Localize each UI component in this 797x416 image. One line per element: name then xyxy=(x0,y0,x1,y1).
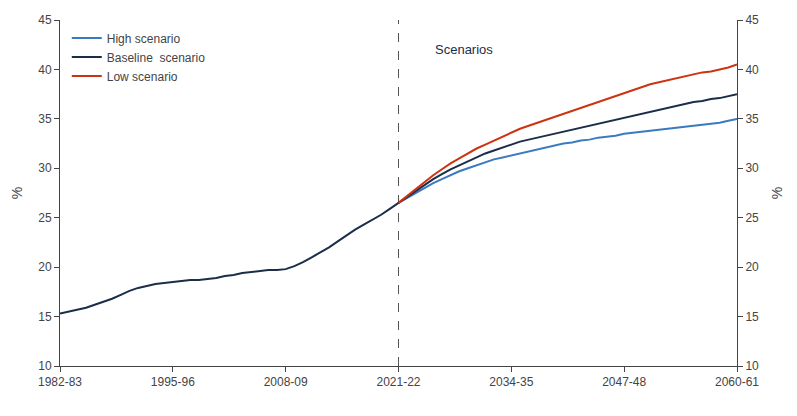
svg-text:40: 40 xyxy=(745,63,759,77)
svg-text:1982-83: 1982-83 xyxy=(38,375,82,389)
svg-text:2021-22: 2021-22 xyxy=(376,375,420,389)
svg-text:30: 30 xyxy=(38,161,52,175)
svg-text:%: % xyxy=(9,187,25,199)
svg-text:25: 25 xyxy=(38,211,52,225)
svg-text:35: 35 xyxy=(38,112,52,126)
svg-text:45: 45 xyxy=(38,13,52,27)
svg-text:Low scenario: Low scenario xyxy=(107,70,178,84)
svg-text:Baseline scenario: Baseline scenario xyxy=(107,51,205,65)
svg-text:45: 45 xyxy=(745,13,759,27)
svg-text:25: 25 xyxy=(745,211,759,225)
svg-text:2060-61: 2060-61 xyxy=(715,375,759,389)
svg-text:High scenario: High scenario xyxy=(107,32,181,46)
svg-text:2008-09: 2008-09 xyxy=(264,375,308,389)
svg-text:40: 40 xyxy=(38,63,52,77)
svg-text:1995-96: 1995-96 xyxy=(151,375,195,389)
svg-text:20: 20 xyxy=(745,260,759,274)
svg-text:2034-35: 2034-35 xyxy=(489,375,533,389)
svg-text:%: % xyxy=(769,187,785,199)
svg-text:15: 15 xyxy=(745,310,759,324)
svg-text:20: 20 xyxy=(38,260,52,274)
svg-text:15: 15 xyxy=(38,310,52,324)
svg-text:35: 35 xyxy=(745,112,759,126)
svg-text:30: 30 xyxy=(745,161,759,175)
svg-text:10: 10 xyxy=(38,359,52,373)
svg-text:Scenarios: Scenarios xyxy=(435,42,493,57)
svg-text:2047-48: 2047-48 xyxy=(602,375,646,389)
svg-text:10: 10 xyxy=(745,359,759,373)
